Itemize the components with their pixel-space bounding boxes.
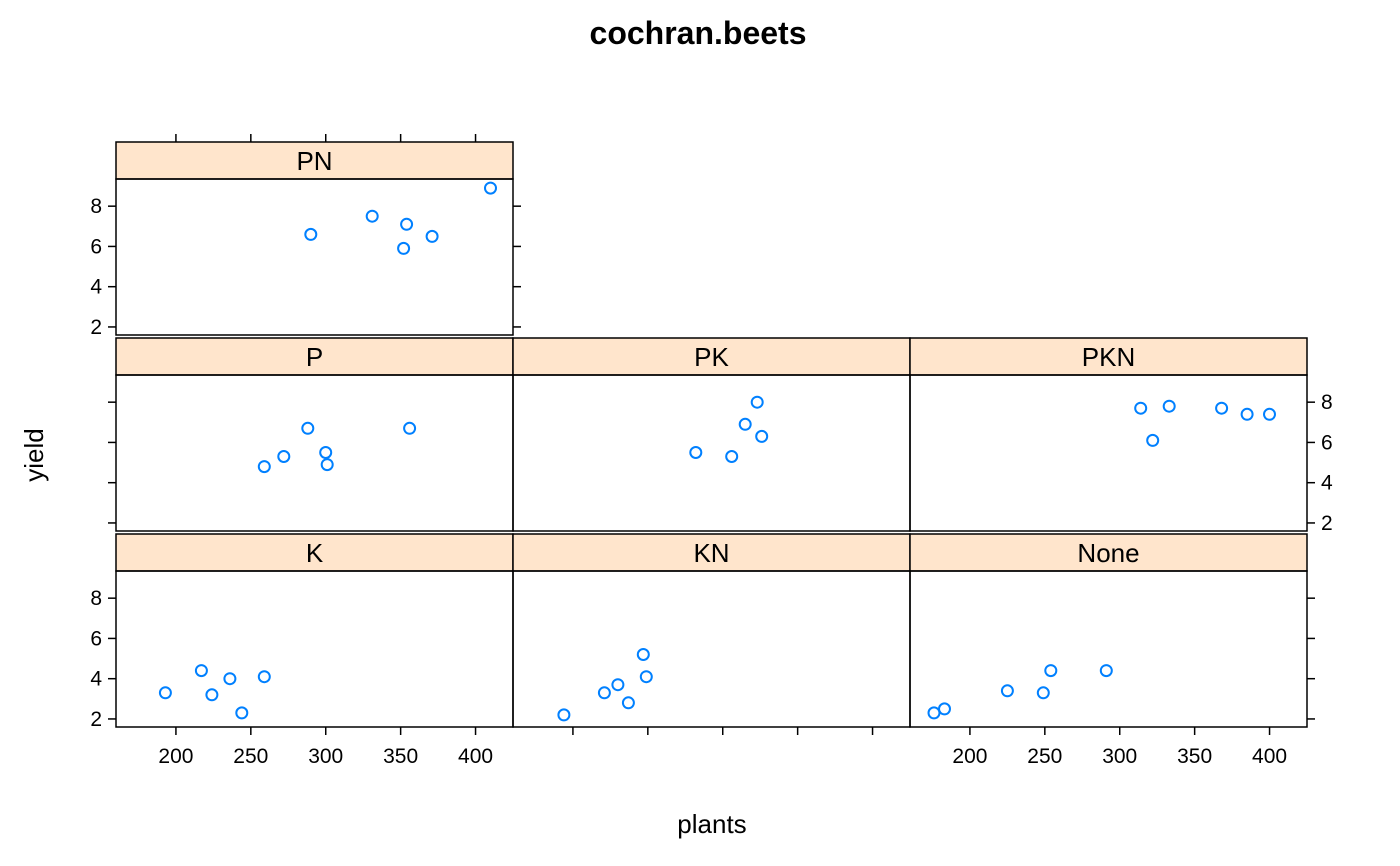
data-point <box>938 702 951 716</box>
strip-label: None <box>1077 538 1139 568</box>
x-tick-label: 250 <box>233 745 268 768</box>
data-point <box>425 229 439 243</box>
x-tick-label: 400 <box>1252 745 1287 768</box>
data-point <box>611 678 625 692</box>
panel-kn: KN <box>512 533 911 728</box>
data-point <box>738 417 752 431</box>
data-point <box>403 421 417 435</box>
x-tick-label: 400 <box>458 745 493 768</box>
panel-k: K <box>115 533 514 728</box>
y-tick-label: 6 <box>90 627 102 650</box>
data-point <box>1000 684 1014 698</box>
strip-background <box>115 533 514 572</box>
data-point <box>750 395 764 409</box>
y-tick-label: 4 <box>90 276 102 299</box>
strip-label: PKN <box>1082 342 1135 372</box>
data-point <box>158 686 172 700</box>
y-tick-label: 8 <box>90 587 102 610</box>
data-point <box>1240 407 1254 421</box>
data-point <box>304 227 318 241</box>
data-point <box>1162 399 1176 413</box>
data-point <box>320 458 334 472</box>
data-point <box>1215 401 1229 415</box>
panel-frame <box>115 374 514 532</box>
y-tick-label: 4 <box>90 668 102 691</box>
data-point <box>1146 433 1160 447</box>
data-point <box>1134 401 1148 415</box>
data-point <box>319 446 333 459</box>
data-point <box>689 446 703 459</box>
chart-title: cochran.beets <box>590 15 807 51</box>
data-point <box>755 429 769 443</box>
data-point <box>194 664 208 678</box>
x-tick-label: 350 <box>1177 745 1212 768</box>
data-point <box>257 670 271 684</box>
data-point <box>365 209 379 223</box>
panel-frame <box>512 570 911 728</box>
y-tick-label: 2 <box>90 316 102 339</box>
strip-label: P <box>306 342 323 372</box>
axes: 2 4 6 8 2 4 6 8 2 4 6 8 200 250 300 350 400 200 250 300 350 4… <box>90 134 1333 768</box>
x-tick-label: 350 <box>383 745 418 768</box>
panel-pkn: PKN <box>909 337 1308 532</box>
panel-frame <box>115 570 514 728</box>
x-tick-label: 200 <box>158 745 193 768</box>
panel-frame <box>909 374 1308 532</box>
y-tick-label: 8 <box>1321 391 1333 414</box>
data-point <box>235 706 249 720</box>
panel-frame <box>909 570 1308 728</box>
data-point <box>301 421 315 435</box>
data-point <box>484 181 497 195</box>
panel-frame <box>512 374 911 532</box>
data-point <box>636 648 650 661</box>
panel-p: P <box>115 337 514 532</box>
data-point <box>725 450 739 463</box>
data-point <box>397 241 411 255</box>
data-point <box>257 460 271 474</box>
y-tick-label: 6 <box>1321 431 1333 454</box>
data-point <box>205 688 219 702</box>
y-axis-label: yield <box>19 428 49 481</box>
y-tick-label: 4 <box>1321 472 1333 495</box>
data-point <box>1263 407 1276 421</box>
strip-label: PK <box>694 342 729 372</box>
strip-background <box>909 337 1308 376</box>
data-point <box>1044 664 1058 678</box>
data-point <box>1036 686 1050 700</box>
data-point <box>277 450 291 463</box>
y-tick-label: 2 <box>1321 512 1333 535</box>
panel-none: None <box>909 533 1308 728</box>
strip-background <box>512 533 911 572</box>
data-point <box>927 706 941 720</box>
panel-pn: PN <box>115 141 514 336</box>
data-point <box>639 670 653 684</box>
y-tick-label: 8 <box>90 195 102 218</box>
x-tick-label: 200 <box>952 745 987 768</box>
data-point <box>597 686 611 700</box>
panel-frame <box>115 178 514 336</box>
data-point <box>1099 664 1113 678</box>
data-point <box>557 708 571 722</box>
x-tick-label: 250 <box>1027 745 1062 768</box>
strip-label: KN <box>693 538 729 568</box>
panel-pk: PK <box>512 337 911 532</box>
x-tick-label: 300 <box>308 745 343 768</box>
strip-label: PN <box>296 146 332 176</box>
data-point <box>223 672 237 686</box>
x-tick-label: 300 <box>1102 745 1137 768</box>
data-point <box>621 696 635 710</box>
y-tick-label: 6 <box>90 235 102 258</box>
strip-label: K <box>306 538 324 568</box>
x-axis-label: plants <box>677 809 746 839</box>
data-point <box>400 217 414 231</box>
y-tick-label: 2 <box>90 708 102 731</box>
panels: K KN None P PK PKN PN <box>115 141 1308 728</box>
